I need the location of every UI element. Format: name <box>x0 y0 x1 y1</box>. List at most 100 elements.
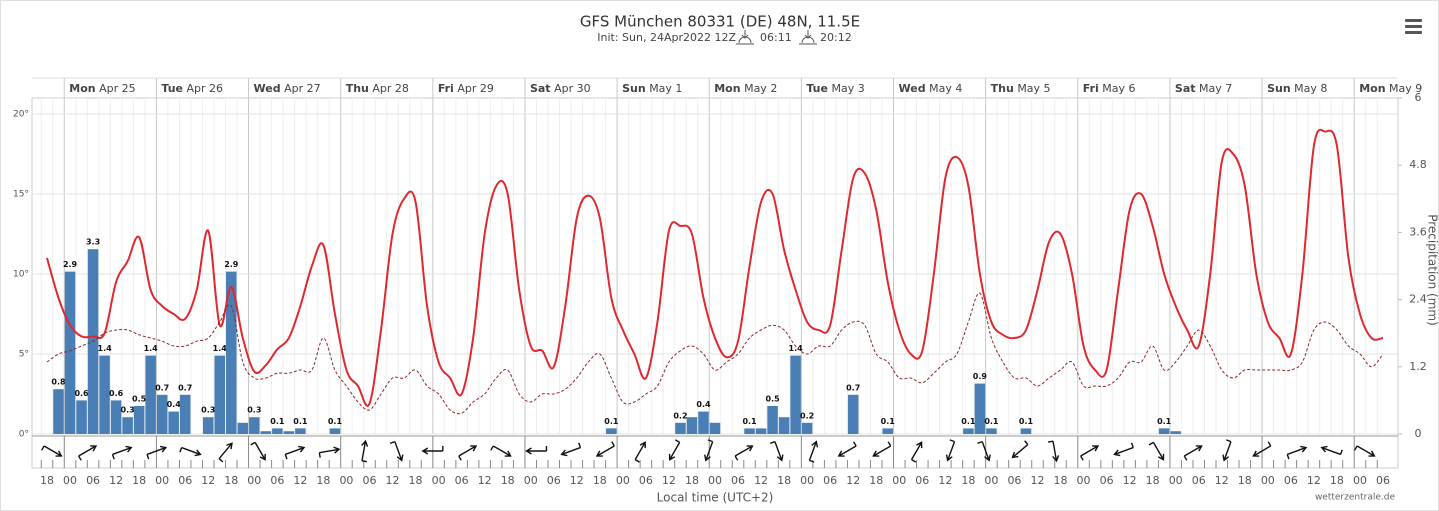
x-tick-label: 06 <box>915 474 929 487</box>
x-tick-label: 18 <box>869 474 883 487</box>
precip-bar <box>755 428 767 434</box>
sunset-time: 20:12 <box>820 31 852 44</box>
precip-bar <box>99 355 110 434</box>
day-weekday: Fri <box>1083 82 1099 95</box>
wind-arrow <box>1320 445 1343 456</box>
subtitle: Init: Sun, 24Apr2022 12Z 06:11 20:12 <box>597 30 852 45</box>
precip-bar <box>709 422 721 434</box>
precip-bar <box>801 422 813 434</box>
sunrise-time: 06:11 <box>760 31 792 44</box>
precip-bar <box>686 417 698 434</box>
x-tick-label: 06 <box>455 474 469 487</box>
wind-arrow <box>560 442 582 457</box>
precip-bar <box>237 422 249 434</box>
x-tick-label: 18 <box>1146 474 1160 487</box>
x-tick-label: 00 <box>524 474 538 487</box>
x-tick-label: 18 <box>1238 474 1252 487</box>
y2-tick-label: 2.4 <box>1409 293 1427 306</box>
wind-arrow <box>1222 439 1232 462</box>
wind-arrow <box>872 441 892 457</box>
menu-button[interactable] <box>1405 19 1422 34</box>
wind-arrow <box>1011 440 1029 459</box>
precip-bar <box>283 431 295 434</box>
precip-bar <box>145 355 156 434</box>
day-header: Mon May 2 <box>714 82 777 95</box>
wind-arrow <box>1286 445 1308 460</box>
day-weekday: Sat <box>530 82 551 95</box>
y-tick-label: 10° <box>13 270 29 280</box>
x-axis-title: Local time (UTC+2) <box>657 491 774 505</box>
day-date: May 3 <box>831 82 864 95</box>
plot-border <box>31 97 1399 469</box>
precip-bar <box>778 417 790 434</box>
wind-arrow <box>218 442 233 463</box>
wind-arrow <box>704 439 714 462</box>
x-tick-label: 00 <box>432 474 446 487</box>
precip-bar <box>133 406 145 434</box>
day-date: Apr 26 <box>187 82 224 95</box>
day-date: Apr 29 <box>457 82 494 95</box>
y2-axis-title: Precipitation (mm) <box>1426 214 1439 326</box>
x-tick-label: 12 <box>386 474 400 487</box>
precip-bar <box>675 422 686 434</box>
bar-value-label: 0.1 <box>328 417 343 426</box>
precip-bar <box>76 400 87 434</box>
bar-value-label: 0.1 <box>961 417 976 426</box>
y-tick-label: 15° <box>13 190 29 200</box>
x-tick-label: 12 <box>201 474 215 487</box>
wind-arrow <box>389 440 404 462</box>
precip-bar <box>882 428 894 434</box>
day-date: May 4 <box>929 82 962 95</box>
day-header: Sun May 1 <box>622 82 682 95</box>
bar-value-label: 0.7 <box>178 383 192 392</box>
x-tick-label: 12 <box>938 474 952 487</box>
day-weekday: Wed <box>899 82 926 95</box>
bar-value-label: 3.3 <box>86 238 100 247</box>
bar-value-label: 1.4 <box>144 344 159 353</box>
bar-value-label: 0.2 <box>673 411 687 420</box>
precip-bar <box>767 406 778 434</box>
x-tick-label: 00 <box>1353 474 1367 487</box>
precip-bar <box>64 271 76 434</box>
wind-arrow <box>458 445 478 461</box>
day-date: Apr 27 <box>284 82 321 95</box>
x-tick-label: 06 <box>362 474 376 487</box>
precip-bar <box>214 355 226 434</box>
x-tick-label: 00 <box>1169 474 1183 487</box>
sunset-icon <box>799 30 817 45</box>
day-weekday: Mon <box>1359 82 1385 95</box>
day-header: Sat May 7 <box>1175 82 1232 95</box>
wind-arrow <box>40 445 63 457</box>
day-date: May 5 <box>1017 82 1050 95</box>
wind-arrow <box>808 440 819 463</box>
x-tick-label: 12 <box>846 474 860 487</box>
x-tick-label: 06 <box>1376 474 1390 487</box>
precip-bar <box>698 411 709 434</box>
bar-value-label: 1.4 <box>213 344 228 353</box>
day-header: Mon Apr 25 <box>69 82 135 95</box>
bar-value-label: 0.9 <box>973 372 988 381</box>
x-tick-label: 00 <box>708 474 722 487</box>
x-tick-label: 18 <box>961 474 975 487</box>
wind-arrow <box>421 446 444 455</box>
bar-value-label: 0.1 <box>984 417 999 426</box>
day-header: Thu May 5 <box>991 82 1051 95</box>
x-tick-label: 00 <box>155 474 169 487</box>
precip-bar <box>202 417 214 434</box>
wind-arrow <box>284 445 306 460</box>
bar-value-label: 0.4 <box>696 400 711 409</box>
day-header: Sat Apr 30 <box>530 82 591 95</box>
bar-value-label: 0.1 <box>270 417 285 426</box>
precip-bar <box>260 431 272 434</box>
wind-arrow <box>111 445 133 460</box>
bar-value-label: 0.1 <box>742 417 757 426</box>
x-tick-label: 12 <box>754 474 768 487</box>
x-tick-label: 12 <box>662 474 676 487</box>
x-tick-label: 18 <box>224 474 238 487</box>
wind-arrow <box>525 446 548 455</box>
x-tick-label: 06 <box>178 474 192 487</box>
precip-bar <box>974 383 986 434</box>
day-header: Fri May 6 <box>1083 82 1136 95</box>
day-weekday: Sun <box>1267 82 1291 95</box>
x-tick-label: 00 <box>800 474 814 487</box>
